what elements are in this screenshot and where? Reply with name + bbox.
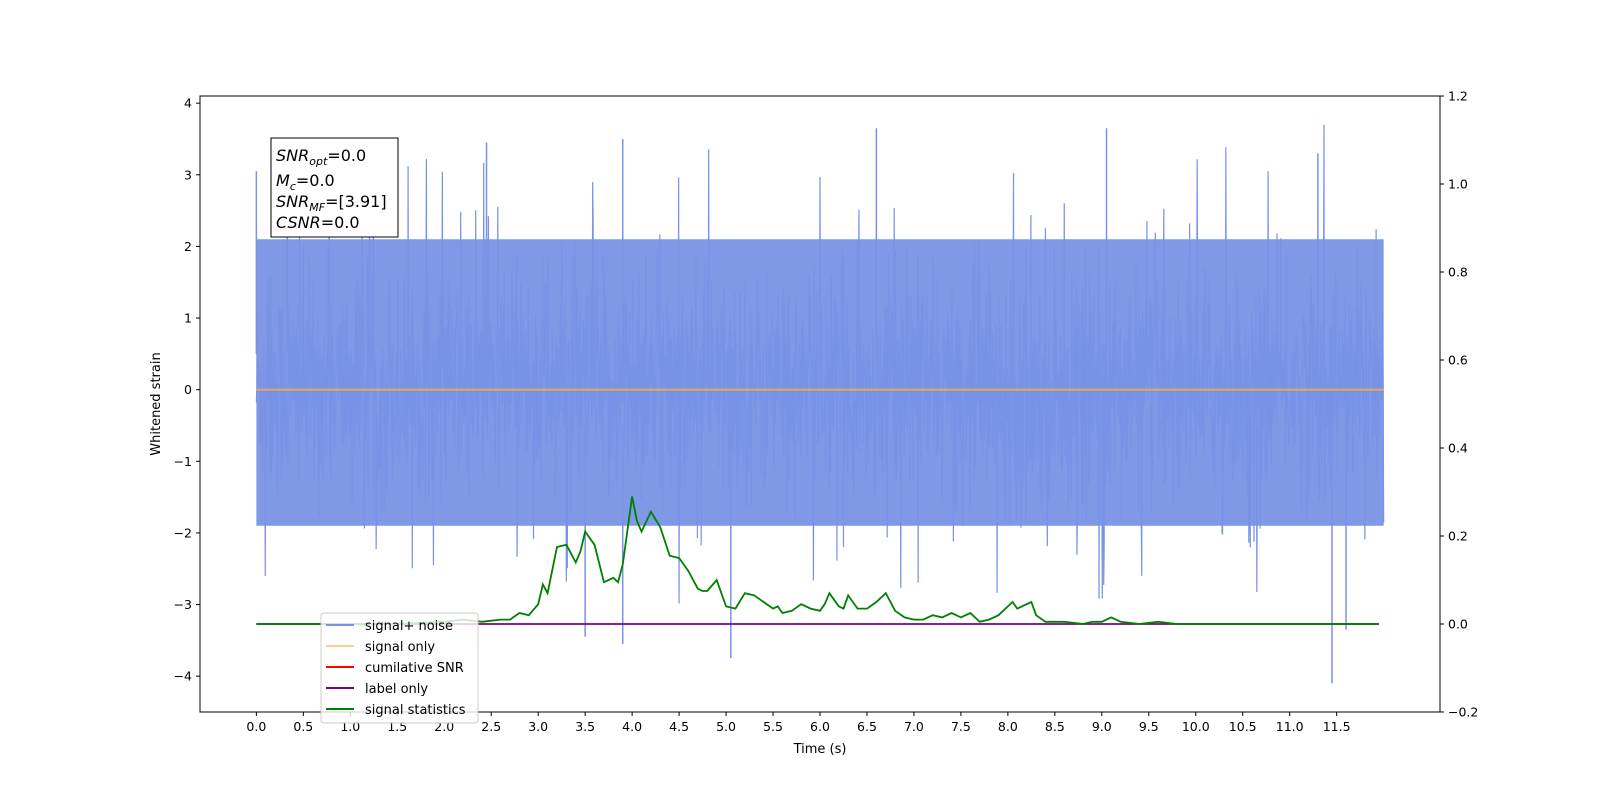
x-tick-label: 5.5 <box>763 719 783 734</box>
info-box: SNRopt=0.0 Mc=0.0 SNRMF=[3.91] CSNR=0.0 <box>270 137 399 238</box>
info-mc-sub: c <box>290 180 296 193</box>
y2-tick-label: 0.0 <box>1448 617 1468 632</box>
legend: signal+ noise signal only cumilative SNR… <box>320 612 479 724</box>
info-mc-value: =0.0 <box>296 171 335 190</box>
x-tick-label: 7.5 <box>951 719 971 734</box>
x-axis-ticks: 0.0 0.5 1.0 1.5 2.0 2.5 3.0 3.5 4.0 4.5 5.0 5.5 6.0 6… <box>246 712 1351 734</box>
info-csnr-base: CSNR <box>276 213 321 232</box>
info-snr-mf-base: SNR <box>276 192 309 211</box>
signal-noise-line <box>255 124 1385 604</box>
legend-label-signal-noise: signal+ noise <box>365 619 453 634</box>
x-tick-label: 9.5 <box>1139 719 1159 734</box>
y2-tick-label: 0.6 <box>1448 353 1468 368</box>
y2-tick-label: 1.0 <box>1448 177 1468 192</box>
x-tick-label: 11.5 <box>1323 719 1351 734</box>
y-tick-label: 2 <box>184 239 192 254</box>
info-mc: Mc=0.0 <box>276 171 335 193</box>
y-tick-label: 1 <box>184 311 192 326</box>
x-tick-label: 10.5 <box>1229 719 1257 734</box>
legend-label-label-only: label only <box>365 682 428 697</box>
y2-axis-ticks: 1.2 1.0 0.8 0.6 0.4 0.2 0.0 −0.2 <box>1440 89 1478 720</box>
x-tick-label: 5.0 <box>716 719 736 734</box>
series-line-signal-statistics <box>256 496 1379 625</box>
legend-label-cumulative-snr: cumilative SNR <box>365 661 464 676</box>
x-axis-label: Time (s) <box>793 742 847 757</box>
info-snr-opt: SNRopt=0.0 <box>276 146 366 168</box>
y-axis-label: Whitened strain <box>149 352 164 455</box>
y-tick-label: −2 <box>174 525 192 540</box>
y2-tick-label: 1.2 <box>1448 89 1468 104</box>
signal-noise-layer <box>255 124 1385 684</box>
legend-item-label-only: label only <box>326 682 428 697</box>
y-tick-label: −3 <box>174 597 192 612</box>
info-snr-opt-sub: opt <box>309 155 328 168</box>
info-snr-mf: SNRMF=[3.91] <box>276 192 387 214</box>
info-mc-base: M <box>276 171 290 190</box>
legend-label-signal-statistics: signal statistics <box>365 703 466 718</box>
legend-item-signal-only: signal only <box>326 640 435 655</box>
x-tick-label: 2.5 <box>481 719 501 734</box>
y-tick-label: 4 <box>184 96 192 111</box>
x-tick-label: 8.0 <box>998 719 1018 734</box>
y-tick-label: −4 <box>174 669 192 684</box>
y2-tick-label: 0.4 <box>1448 441 1468 456</box>
y-axis-ticks: 4 3 2 1 0 −1 −2 −3 −4 <box>174 96 200 684</box>
info-snr-opt-value: =0.0 <box>327 146 366 165</box>
x-tick-label: 8.5 <box>1045 719 1065 734</box>
y2-tick-label: −0.2 <box>1448 705 1478 720</box>
x-tick-label: 6.0 <box>810 719 830 734</box>
x-tick-label: 3.5 <box>575 719 595 734</box>
info-snr-opt-base: SNR <box>276 146 309 165</box>
info-snr-mf-value: =[3.91] <box>325 192 387 211</box>
y2-tick-label: 0.8 <box>1448 265 1468 280</box>
legend-label-signal-only: signal only <box>365 640 435 655</box>
legend-item-cumulative-snr: cumilative SNR <box>326 661 464 676</box>
legend-frame <box>320 612 479 724</box>
x-tick-label: 0.5 <box>293 719 313 734</box>
y-tick-label: 3 <box>184 167 192 182</box>
x-tick-label: 11.0 <box>1276 719 1304 734</box>
info-snr-mf-sub: MF <box>309 201 325 214</box>
info-box-frame <box>270 137 399 238</box>
x-tick-label: 4.5 <box>669 719 689 734</box>
x-tick-label: 3.0 <box>528 719 548 734</box>
x-tick-label: 9.0 <box>1092 719 1112 734</box>
x-tick-label: 0.0 <box>246 719 266 734</box>
info-csnr: CSNR=0.0 <box>276 213 360 232</box>
info-csnr-value: =0.0 <box>321 213 360 232</box>
legend-item-signal-noise: signal+ noise <box>326 619 453 634</box>
x-tick-label: 4.0 <box>622 719 642 734</box>
legend-item-signal-statistics: signal statistics <box>326 703 466 718</box>
y-tick-label: −1 <box>174 454 192 469</box>
y2-tick-label: 0.2 <box>1448 529 1468 544</box>
x-tick-label: 6.5 <box>857 719 877 734</box>
x-tick-label: 7.0 <box>904 719 924 734</box>
y-tick-label: 0 <box>184 382 192 397</box>
x-tick-label: 10.0 <box>1182 719 1210 734</box>
